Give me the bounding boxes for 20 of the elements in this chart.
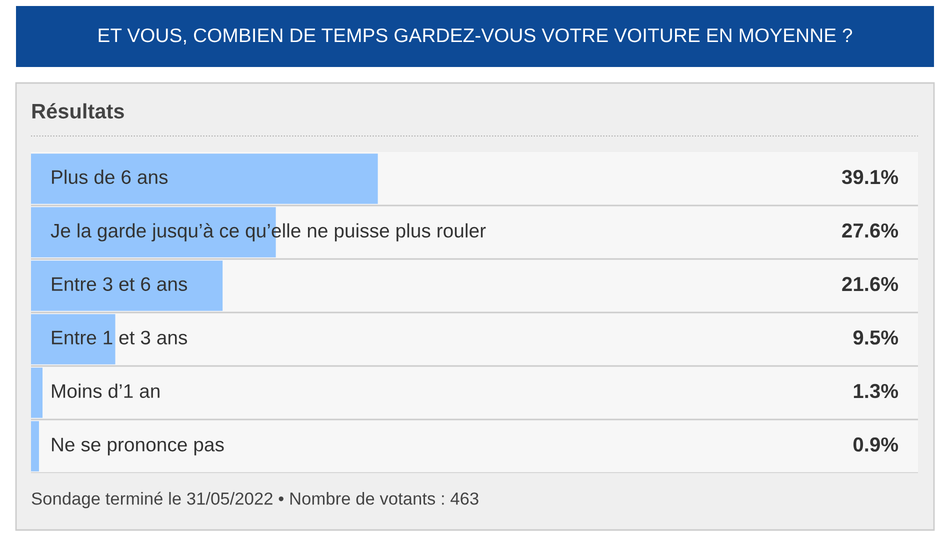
- data-label: 9.5%: [853, 330, 898, 345]
- y-tick-label: Ne se prononce pas: [52, 438, 224, 456]
- data-label: 39.1%: [842, 170, 898, 184]
- data-label: 0.9%: [853, 437, 898, 452]
- y-tick-label: Moins d’1 an: [52, 384, 160, 398]
- y-tick-label: Entre 1 et 3 ans: [52, 330, 188, 344]
- y-tick-label: Entre 3 et 6 ans: [52, 277, 188, 291]
- bar: [31, 314, 116, 364]
- bar: [31, 421, 39, 472]
- chart-title: ET VOUS, COMBIEN DE TEMPS GARDEZ-VOUS VOTRE VOITURE EN MOYENNE ?: [98, 28, 852, 45]
- chart-subtitle: Résultats: [32, 103, 124, 119]
- data-label: 1.3%: [854, 384, 898, 398]
- text: Sondage terminé le 31/05/2022 • Nombre de votants : 463: [32, 492, 478, 508]
- y-tick-label: Je la garde jusqu’à ce qu’elle ne puisse plus rouler: [50, 223, 486, 242]
- bar: [31, 260, 223, 311]
- bar: [31, 368, 43, 418]
- data-label: 27.6%: [842, 223, 898, 238]
- bar: [31, 154, 378, 204]
- y-tick-label: Plus de 6 ans: [52, 170, 168, 184]
- data-label: 21.6%: [842, 276, 898, 292]
